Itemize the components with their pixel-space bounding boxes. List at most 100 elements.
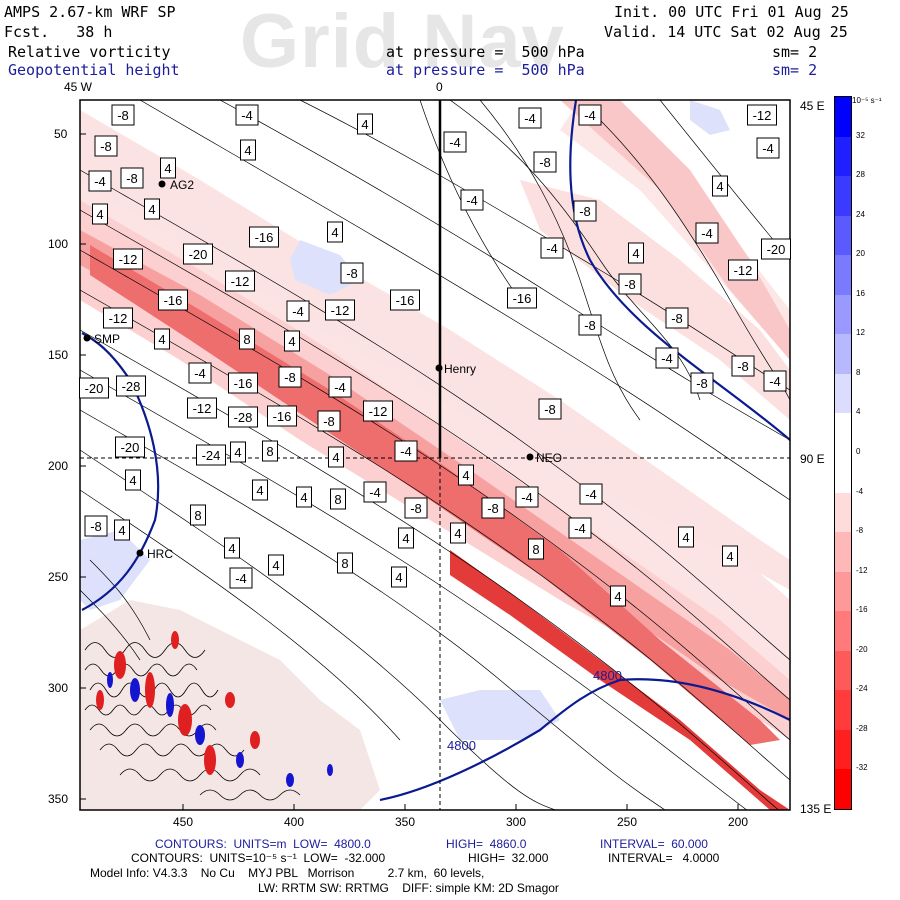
svg-text:-8: -8 xyxy=(346,266,358,281)
vorticity-value-label: -4 xyxy=(443,131,467,153)
svg-text:4: 4 xyxy=(158,332,165,347)
vorticity-value-label: 4 xyxy=(268,554,284,576)
svg-text:-12: -12 xyxy=(369,404,388,419)
svg-text:-12: -12 xyxy=(193,401,212,416)
svg-text:-8: -8 xyxy=(117,108,129,123)
colorbar-segment xyxy=(835,97,851,137)
svg-text:4: 4 xyxy=(256,483,263,498)
vorticity-value-label: -16 xyxy=(507,287,537,309)
vorticity-value-label: -12 xyxy=(113,248,143,270)
svg-text:-16: -16 xyxy=(255,230,274,245)
svg-text:4: 4 xyxy=(395,570,402,585)
vorticity-value-label: 4 xyxy=(296,486,312,508)
vorticity-value-label: 4 xyxy=(450,522,466,544)
svg-text:-12: -12 xyxy=(734,263,753,278)
vorticity-value-label: -12 xyxy=(728,259,758,281)
vorticity-value-label: -4 xyxy=(756,137,780,159)
x-tick-label: 250 xyxy=(617,815,638,829)
vorticity-value-label: 4 xyxy=(114,519,130,541)
svg-text:-8: -8 xyxy=(90,519,102,534)
colorbar-segment xyxy=(835,373,851,414)
vorticity-value-label: -4 xyxy=(363,481,387,503)
vorticity-value-label: 4 xyxy=(252,479,268,501)
svg-text:4: 4 xyxy=(462,468,469,483)
field1-smoothing: sm= 2 xyxy=(772,43,818,61)
svg-text:4: 4 xyxy=(682,530,689,545)
vorticity-value-label: -16 xyxy=(390,289,420,311)
footer-physics-info: LW: RRTM SW: RRTMG DIFF: simple KM: 2D S… xyxy=(258,881,559,895)
init-time: Init. 00 UTC Fri 01 Aug 25 xyxy=(614,3,849,21)
vorticity-value-label: -8 xyxy=(533,151,557,173)
vorticity-value-label: 4 xyxy=(230,441,246,463)
svg-text:-20: -20 xyxy=(189,247,208,262)
footer-vort-high: HIGH= 32.000 xyxy=(468,851,549,865)
footer-height-interval: INTERVAL= 60.000 xyxy=(600,837,708,851)
colorbar-label: -20 xyxy=(856,644,868,654)
vorticity-value-label: -4 xyxy=(188,362,212,384)
station-label: Henry xyxy=(444,362,477,376)
svg-text:-28: -28 xyxy=(234,410,253,425)
vorticity-value-label: -8 xyxy=(120,167,144,189)
svg-text:-24: -24 xyxy=(202,448,221,463)
vorticity-value-label: -8 xyxy=(573,200,597,222)
y-tick-label: 300 xyxy=(48,681,69,695)
svg-text:4: 4 xyxy=(164,161,171,176)
colorbar-label: -12 xyxy=(856,565,868,575)
field2-level: at pressure = 500 hPa xyxy=(386,61,585,79)
svg-text:4: 4 xyxy=(716,179,723,194)
vorticity-value-label: 4 xyxy=(328,446,344,468)
footer-height-contours: CONTOURS: UNITS=m LOW= 4800.0 xyxy=(155,837,371,851)
svg-text:-4: -4 xyxy=(292,304,304,319)
vorticity-value-label: -16 xyxy=(267,405,297,427)
vorticity-value-label: 8 xyxy=(337,552,353,574)
vorticity-value-label: -4 xyxy=(540,237,564,259)
svg-text:4: 4 xyxy=(118,523,125,538)
vorticity-value-label: -8 xyxy=(665,307,689,329)
colorbar-segment xyxy=(835,769,851,809)
colorbar-segment xyxy=(835,255,851,295)
colorbar-label: -8 xyxy=(856,526,864,536)
svg-text:-8: -8 xyxy=(624,277,636,292)
vorticity-value-label: -8 xyxy=(111,104,135,126)
lon-label-top: 0 xyxy=(436,80,443,94)
lon-label-right: 135 E xyxy=(800,802,832,816)
vorticity-value-label: 4 xyxy=(125,469,141,491)
svg-text:-4: -4 xyxy=(762,141,774,156)
vorticity-value-label: -4 xyxy=(394,440,418,462)
svg-text:4: 4 xyxy=(726,549,733,564)
svg-text:4: 4 xyxy=(244,143,251,158)
svg-text:-4: -4 xyxy=(466,193,478,208)
svg-text:-16: -16 xyxy=(273,409,292,424)
colorbar-segment xyxy=(835,729,851,770)
colorbar-segment xyxy=(835,650,851,691)
vorticity-value-label: -16 xyxy=(158,289,188,311)
vorticity-value-label: 4 xyxy=(224,537,240,559)
colorbar-label: -4 xyxy=(856,486,864,496)
vorticity-value-label: 8 xyxy=(528,538,544,560)
vorticity-value-label: 4 xyxy=(327,221,343,243)
vorticity-value-label: 4 xyxy=(722,545,738,567)
colorbar-segment xyxy=(835,611,851,651)
svg-text:-4: -4 xyxy=(585,487,597,502)
svg-text:-4: -4 xyxy=(334,380,346,395)
vorticity-value-label: -20 xyxy=(115,436,145,458)
field1-level: at pressure = 500 hPa xyxy=(386,43,585,61)
vorticity-value-label: -16 xyxy=(228,372,258,394)
colorbar-label: -28 xyxy=(856,723,868,733)
svg-text:4: 4 xyxy=(228,541,235,556)
colorbar-segment xyxy=(835,571,851,612)
svg-text:-4: -4 xyxy=(701,226,713,241)
vorticity-value-label: -4 xyxy=(518,107,542,129)
model-title: AMPS 2.67-km WRF SP xyxy=(4,3,176,21)
svg-text:-12: -12 xyxy=(109,311,128,326)
svg-text:4: 4 xyxy=(632,246,639,261)
svg-text:-20: -20 xyxy=(121,440,140,455)
vorticity-value-label: -4 xyxy=(460,189,484,211)
svg-text:8: 8 xyxy=(194,508,201,523)
vorticity-value-label: 8 xyxy=(262,440,278,462)
watermark: Grid Nav xyxy=(240,0,565,84)
colorbar-segment xyxy=(835,532,851,572)
lon-label-top: 45 W xyxy=(64,80,93,94)
colorbar-segment xyxy=(835,690,851,730)
footer-vort-contours: CONTOURS: UNITS=10⁻⁵ s⁻¹ LOW= -32.000 xyxy=(131,851,386,865)
